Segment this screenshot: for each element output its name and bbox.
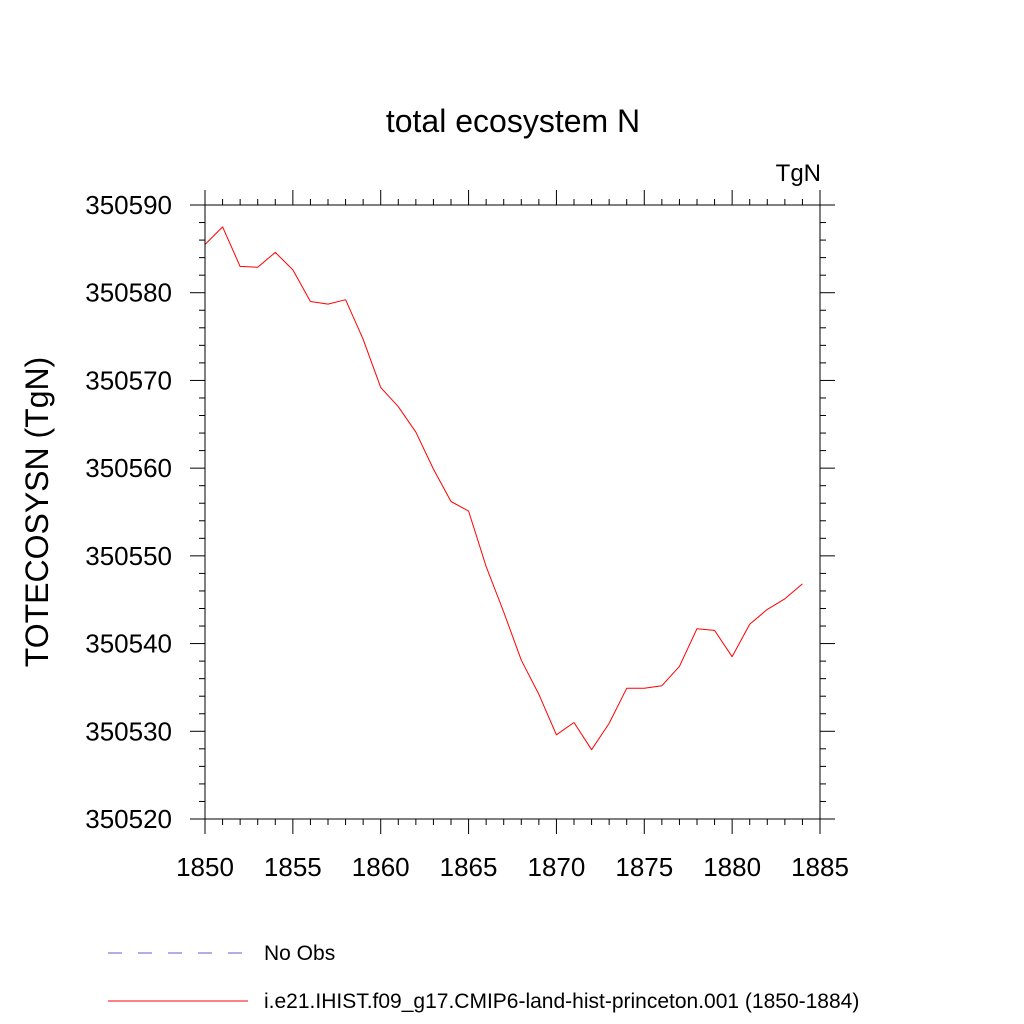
x-tick-label: 1865	[440, 852, 498, 882]
chart-title: total ecosystem N	[386, 103, 640, 139]
legend-item-model-run: i.e21.IHIST.f09_g17.CMIP6-land-hist-prin…	[108, 990, 859, 1013]
y-tick-label: 350540	[85, 629, 172, 659]
y-tick-label: 350560	[85, 453, 172, 483]
x-tick-label: 1860	[352, 852, 410, 882]
legend: No Obs i.e21.IHIST.f09_g17.CMIP6-land-hi…	[108, 942, 859, 1013]
y-tick-label: 350530	[85, 716, 172, 746]
x-tick-label: 1880	[703, 852, 761, 882]
y-axis-label: TOTECOSYSN (TgN)	[19, 357, 55, 668]
x-tick-label: 1870	[528, 852, 586, 882]
plot-frame	[204, 204, 821, 820]
x-tick-label: 1855	[264, 852, 322, 882]
series-layer	[204, 226, 803, 751]
series-line-0	[204, 226, 803, 751]
units-label: TgN	[776, 160, 821, 187]
y-tick-label: 350580	[85, 278, 172, 308]
x-tick-label: 1885	[791, 852, 849, 882]
legend-item-no-obs: No Obs	[108, 942, 335, 965]
y-tick-label: 350520	[85, 804, 172, 834]
axis-ticks	[190, 190, 835, 834]
y-tick-label: 350590	[85, 190, 172, 220]
y-tick-label: 350570	[85, 365, 172, 395]
x-tick-label: 1875	[615, 852, 673, 882]
x-tick-label: 1850	[176, 852, 234, 882]
y-tick-label: 350550	[85, 541, 172, 571]
tick-labels: 1850 1855 1860 1865 1870 1875 1880 1885 350520 35…	[85, 190, 849, 882]
legend-label-no-obs: No Obs	[264, 942, 335, 965]
legend-label-model-run: i.e21.IHIST.f09_g17.CMIP6-land-hist-prin…	[264, 990, 859, 1013]
